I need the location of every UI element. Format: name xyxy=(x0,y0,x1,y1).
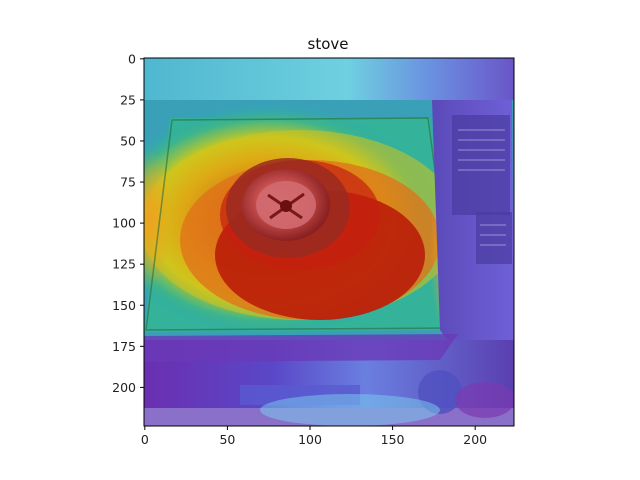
y-tick-label: 100 xyxy=(112,216,136,231)
x-tick-label: 50 xyxy=(219,432,235,447)
y-tick-label: 75 xyxy=(120,175,136,190)
y-tick-label: 150 xyxy=(112,298,136,313)
y-tick-label: 50 xyxy=(120,133,136,148)
x-tick-label: 150 xyxy=(381,432,405,447)
y-tick-label: 200 xyxy=(112,380,136,395)
y-tick-label: 125 xyxy=(112,257,136,272)
y-tick-label: 175 xyxy=(112,339,136,354)
x-tick-label: 0 xyxy=(141,432,149,447)
plot-frame xyxy=(143,57,515,427)
y-axis: 0 25 50 75 100 125 150 175 200 xyxy=(112,51,144,395)
y-tick-label: 25 xyxy=(120,92,136,107)
y-tick-label: 0 xyxy=(128,51,136,66)
x-axis: 0 50 100 150 200 xyxy=(141,426,487,447)
x-tick-label: 100 xyxy=(298,432,322,447)
chart-title: stove xyxy=(308,35,349,53)
heatmap-image xyxy=(144,58,514,426)
x-tick-label: 200 xyxy=(463,432,487,447)
